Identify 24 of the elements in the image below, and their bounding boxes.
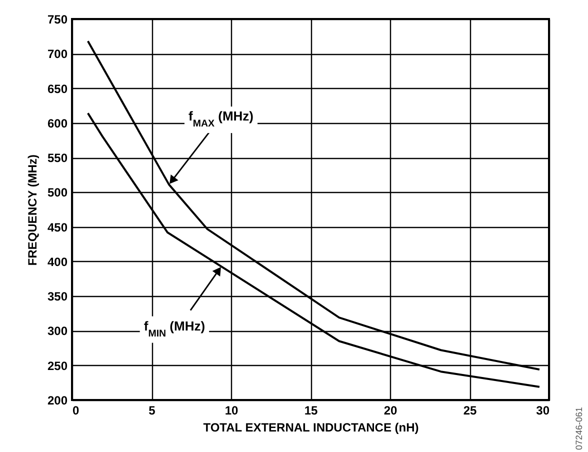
annotation: f$_{MIN}$ (MHz) bbox=[144, 318, 206, 339]
y-tick-label: 750 bbox=[47, 12, 68, 26]
x-tick-label: 20 bbox=[384, 404, 398, 418]
x-tick-label: 25 bbox=[463, 404, 477, 418]
y-tick-label: 700 bbox=[47, 47, 68, 62]
y-tick-label: 450 bbox=[47, 220, 68, 234]
x-tick-label: 10 bbox=[224, 404, 238, 418]
y-tick-label: 650 bbox=[47, 82, 68, 96]
y-tick-label: 550 bbox=[47, 151, 68, 166]
y-tick-label: 600 bbox=[47, 116, 68, 130]
y-tick-label: 350 bbox=[47, 290, 68, 304]
y-tick-label: 300 bbox=[47, 324, 68, 338]
x-tick-label: 30 bbox=[536, 404, 550, 418]
x-tick-label: 15 bbox=[304, 404, 318, 418]
y-tick-label: 400 bbox=[47, 254, 68, 269]
y-tick-label: 250 bbox=[47, 358, 68, 373]
x-axis-title: TOTAL EXTERNAL INDUCTANCE (nH) bbox=[203, 420, 419, 434]
x-tick-label: 5 bbox=[148, 404, 156, 418]
x-tick-label: 0 bbox=[72, 404, 80, 418]
y-tick-label: 500 bbox=[47, 186, 68, 200]
y-axis-title: FREQUENCY (MHz) bbox=[25, 154, 40, 266]
text: 07246-061 bbox=[574, 406, 584, 450]
y-tick-label: 200 bbox=[47, 394, 68, 408]
annotation: f$_{MAX}$ (MHz) bbox=[188, 108, 254, 130]
